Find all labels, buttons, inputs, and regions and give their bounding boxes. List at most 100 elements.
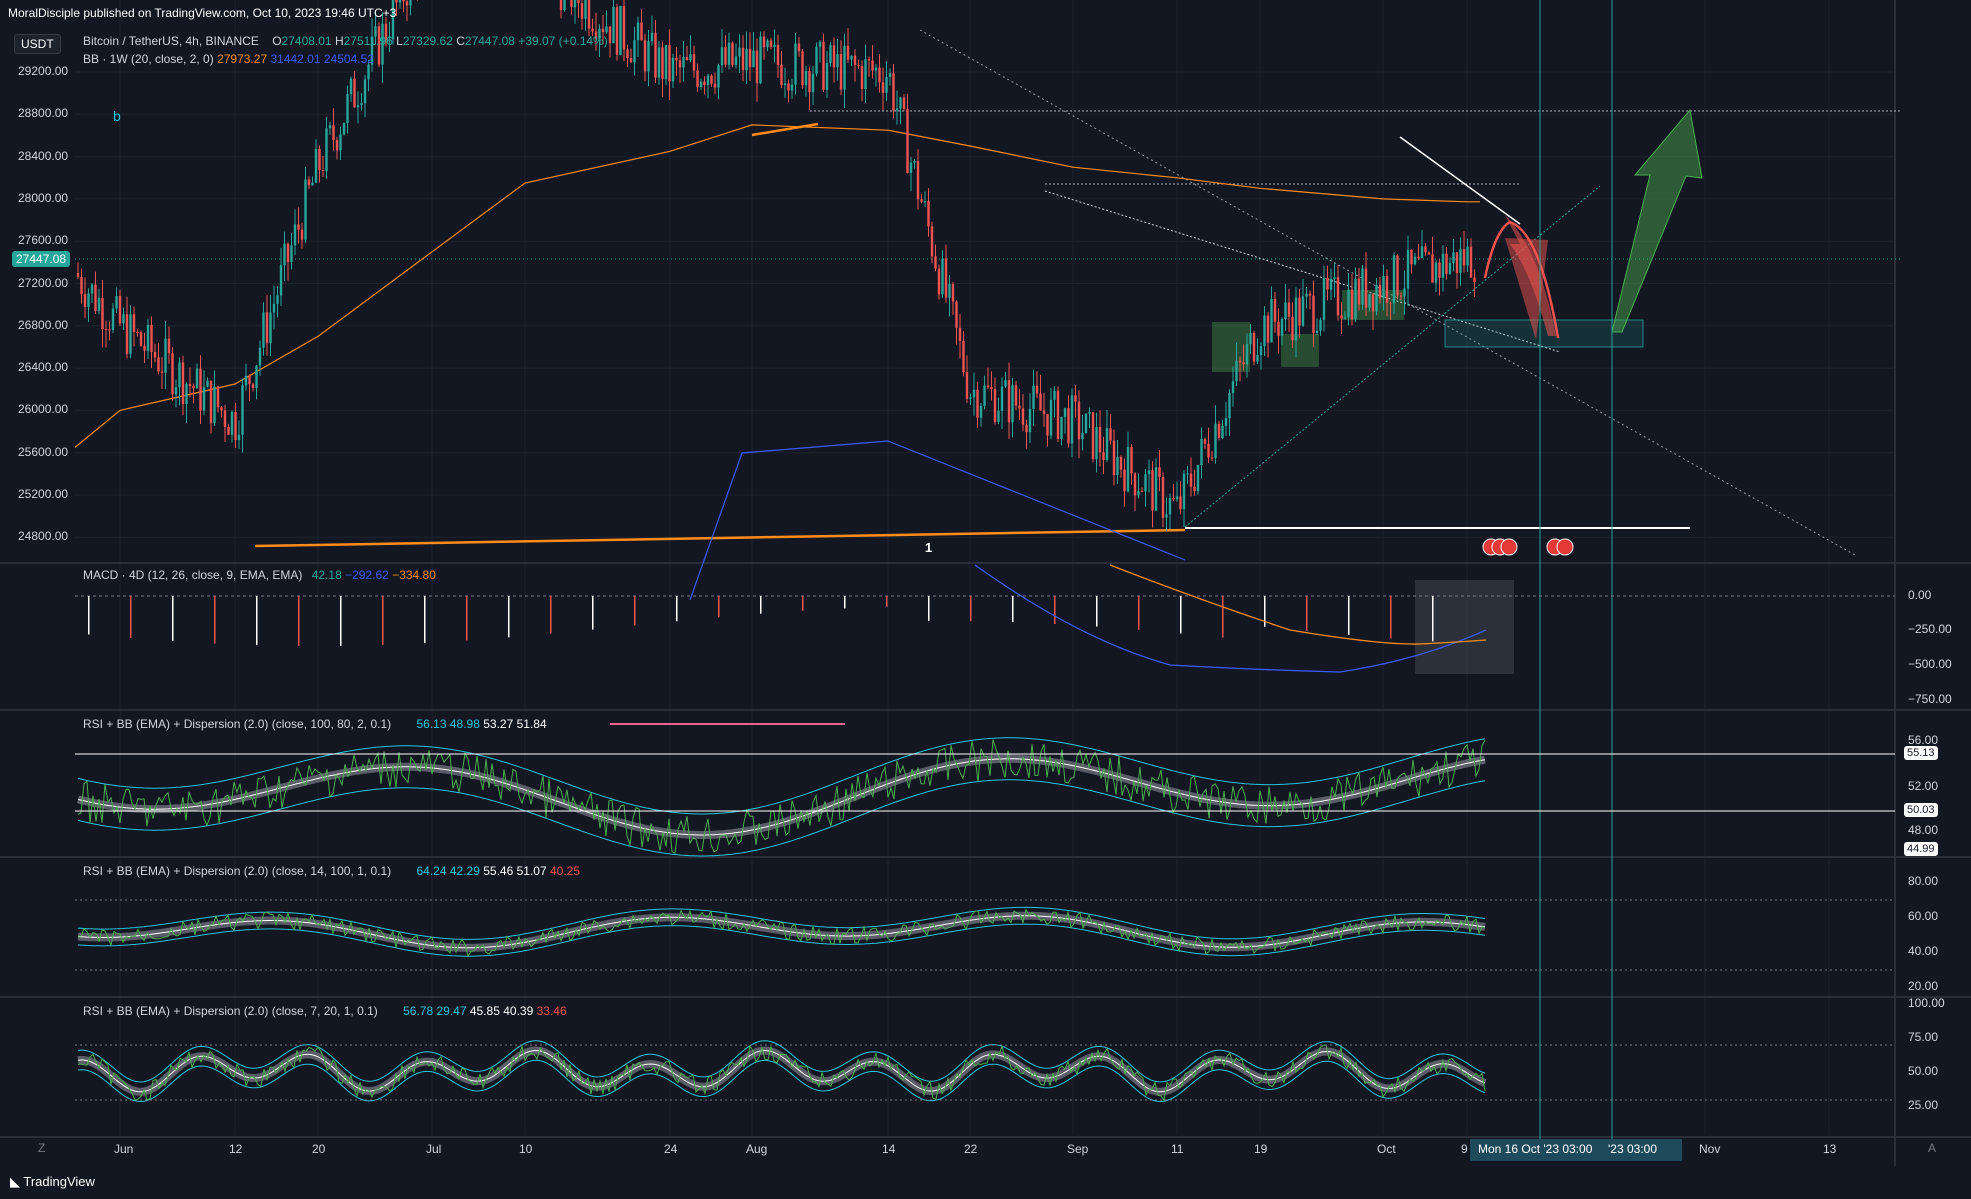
candle-body	[717, 65, 720, 88]
candle-body	[1000, 386, 1004, 411]
candle-body	[587, 0, 591, 29]
candle-body	[1193, 486, 1196, 492]
candle-body	[923, 201, 927, 203]
candle-body	[76, 272, 80, 277]
candle-body	[269, 312, 272, 344]
bearish-curve	[1483, 220, 1560, 339]
candle-body	[1249, 332, 1252, 345]
candle-body	[906, 108, 909, 174]
rsi2-v3: 51.07	[516, 864, 547, 878]
time-cursor-label-2: '23 03:00	[1608, 1142, 1658, 1156]
candle-body	[913, 160, 916, 163]
candle-body	[1014, 385, 1018, 406]
time-axis-label: 24	[664, 1142, 678, 1156]
candle-body	[1312, 295, 1315, 333]
candle-body	[1277, 321, 1280, 336]
candle-body	[290, 245, 293, 263]
candle-body	[787, 83, 790, 91]
macd-bar	[88, 596, 90, 635]
candle-body	[398, 0, 402, 3]
candle-body	[1028, 408, 1032, 433]
candle-body	[1389, 302, 1392, 304]
candle-body	[776, 44, 780, 65]
candle-body	[633, 40, 636, 63]
rsi-line	[77, 1044, 1486, 1102]
candle-body	[1378, 284, 1382, 298]
high-label: H	[334, 34, 344, 48]
candle-body	[1441, 253, 1445, 278]
macd-bar	[214, 596, 216, 644]
candle-body	[1046, 414, 1049, 436]
candle-body	[1133, 473, 1137, 496]
time-axis-label: Jun	[114, 1142, 134, 1156]
candle-body	[230, 411, 234, 435]
z-button[interactable]: Z	[38, 1141, 46, 1155]
candle-body	[843, 45, 846, 90]
rsi-upper-band	[77, 1040, 1486, 1083]
candle-body	[762, 36, 766, 48]
candle-body	[1452, 252, 1455, 264]
rsi-axis-label: 75.00	[1908, 1030, 1939, 1044]
candle-body	[577, 0, 580, 4]
event-markers[interactable]	[1482, 538, 1574, 556]
candle-body	[1371, 294, 1375, 312]
candle-body	[1445, 253, 1448, 274]
candle-body	[1081, 433, 1084, 440]
candle-body	[692, 54, 696, 71]
candle-body	[115, 296, 118, 309]
candle-body	[675, 57, 678, 61]
candle-body	[601, 28, 605, 32]
rsi1-tag-1: 50.03	[1904, 803, 1938, 817]
rsi2-v1: 42.29	[449, 864, 480, 878]
candle-body	[321, 169, 325, 172]
candle-body	[108, 329, 111, 331]
time-axis-label: 14	[882, 1142, 896, 1156]
candle-body	[1420, 246, 1424, 259]
tradingview-logo: ◣ TradingView	[10, 1174, 95, 1190]
time-axis-label: Nov	[1699, 1142, 1721, 1156]
macd-bar	[508, 596, 510, 638]
macd-legend: MACD · 4D (12, 26, close, 9, EMA, EMA) 4…	[83, 568, 436, 582]
candle-body	[811, 73, 815, 93]
rsi-axis-label: 40.00	[1908, 944, 1939, 958]
candle-body	[766, 40, 769, 48]
rsi-axis-label: 48.00	[1908, 823, 1939, 837]
a-button[interactable]: A	[1928, 1141, 1937, 1155]
candle-body	[1025, 424, 1028, 433]
macd-bar	[256, 596, 258, 646]
price-drawings[interactable]	[75, 0, 1900, 1150]
candle-body	[293, 224, 297, 246]
candle-body	[125, 314, 129, 354]
rsi-axis-label: 60.00	[1908, 909, 1939, 923]
candle-body	[598, 28, 601, 39]
candle-body	[1308, 293, 1312, 296]
candle-body	[377, 26, 381, 65]
candle-body	[136, 331, 139, 333]
candle-body	[1361, 268, 1364, 305]
candle-body	[244, 375, 248, 386]
candle-body	[192, 386, 195, 389]
candle-body	[836, 54, 839, 68]
candle-body	[87, 293, 90, 307]
candle-body	[780, 64, 783, 86]
candle-body	[958, 327, 962, 342]
candle-body	[1060, 416, 1063, 440]
candle-body	[1091, 412, 1095, 460]
candle-body	[570, 0, 573, 8]
candle-body	[724, 47, 727, 65]
candle-body	[1098, 427, 1102, 453]
candle-body	[1144, 474, 1147, 492]
candle-body	[1305, 293, 1308, 297]
candle-body	[1126, 447, 1130, 492]
candle-body	[335, 139, 339, 151]
candle-body	[619, 5, 622, 55]
candle-body	[199, 368, 202, 411]
candle-body	[1424, 246, 1427, 253]
candle-body	[171, 353, 174, 395]
currency-button[interactable]: USDT	[14, 34, 61, 54]
price-axis-label: 28000.00	[18, 190, 69, 205]
candle-body	[265, 312, 269, 344]
macd-bar	[1222, 596, 1224, 638]
candle-body	[409, 0, 412, 6]
